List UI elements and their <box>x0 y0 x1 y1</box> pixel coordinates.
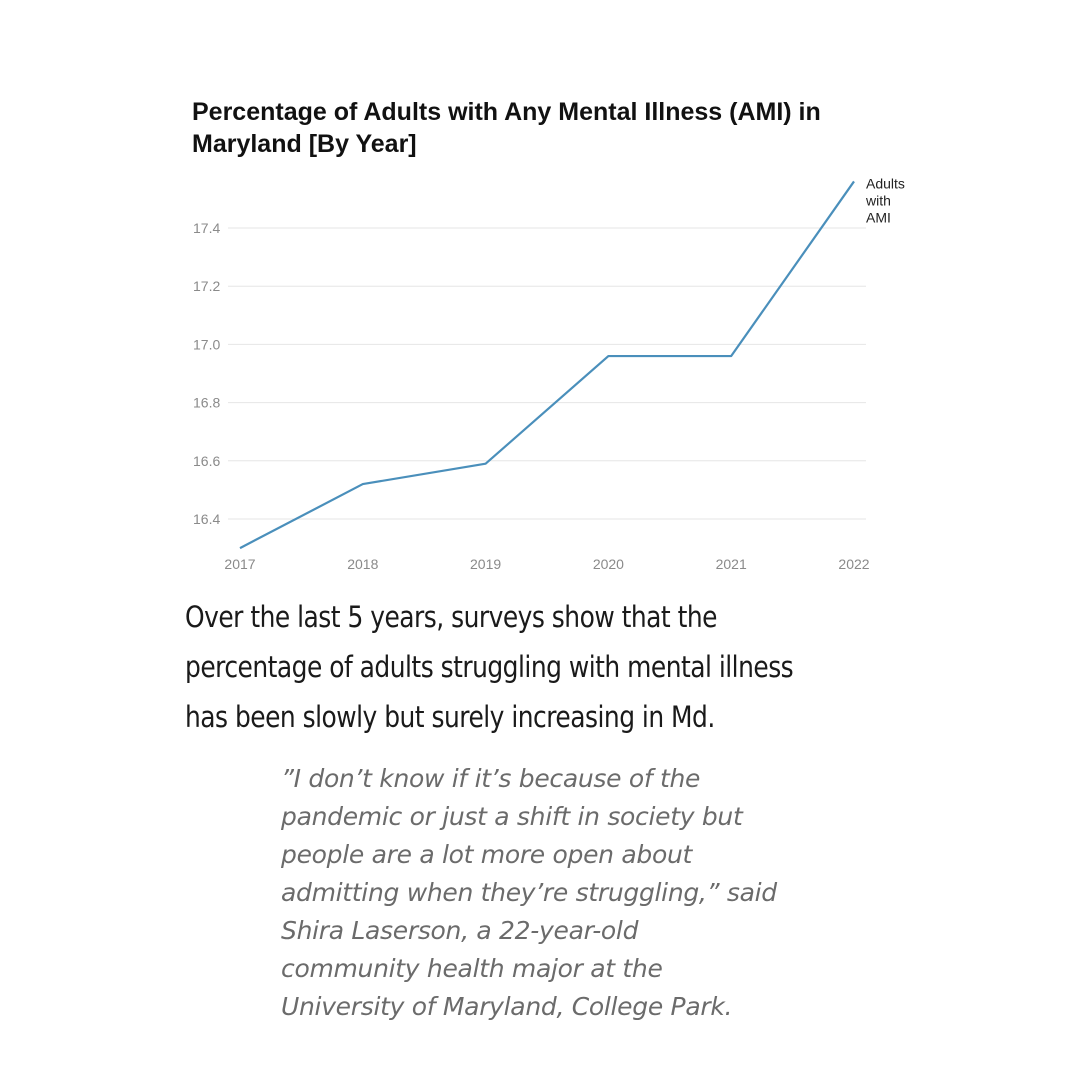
y-tick-label: 16.6 <box>193 453 220 469</box>
chart-title: Percentage of Adults with Any Mental Ill… <box>192 98 821 158</box>
article-body-text: Over the last 5 years, surveys show that… <box>185 600 794 734</box>
series-label: with <box>865 192 891 208</box>
y-tick-label: 17.0 <box>193 336 220 352</box>
line-chart: 16.4 16.6 16.8 17.0 17.2 17.4 2017 2018 2019 2020… <box>193 175 905 572</box>
x-tick-label: 2019 <box>470 556 501 572</box>
y-tick-label: 17.2 <box>193 278 220 294</box>
series-label: AMI <box>866 209 891 225</box>
x-tick-label: 2022 <box>838 556 869 572</box>
x-tick-label: 2018 <box>347 556 378 572</box>
x-tick-label: 2020 <box>593 556 624 572</box>
pull-quote: ”I don’t know if it’s because of the pan… <box>281 764 777 1021</box>
x-tick-label: 2017 <box>224 556 255 572</box>
y-tick-label: 16.4 <box>193 511 220 527</box>
x-tick-label: 2021 <box>716 556 747 572</box>
series-label: Adults <box>866 175 905 191</box>
y-tick-label: 16.8 <box>193 395 220 411</box>
series-line <box>239 180 855 550</box>
y-tick-label: 17.4 <box>193 220 220 236</box>
